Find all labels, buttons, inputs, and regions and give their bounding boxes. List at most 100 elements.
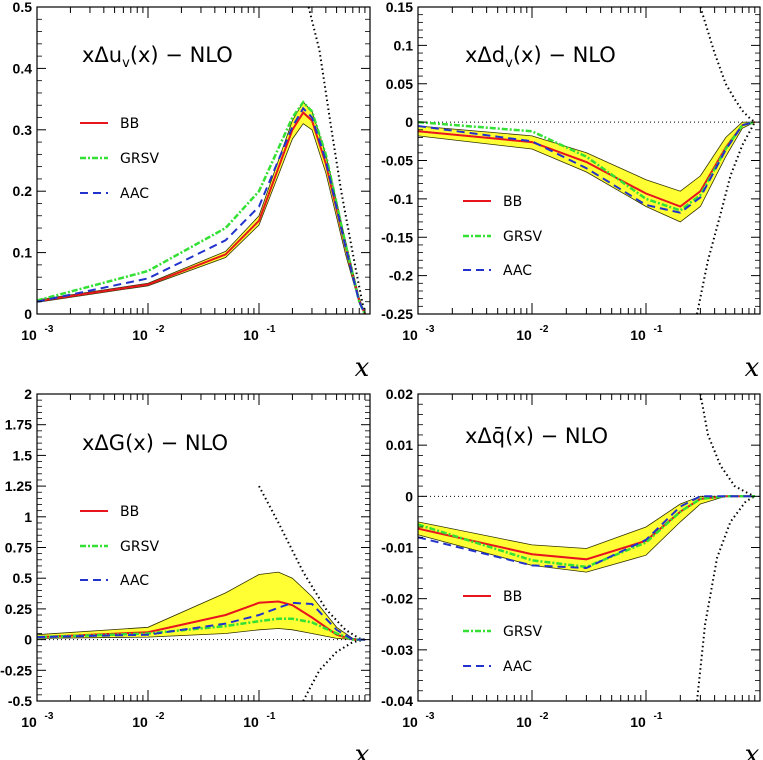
x-axis-label: x	[745, 353, 760, 383]
x-axis-label: x	[355, 740, 370, 760]
y-tick-label: 2	[24, 386, 32, 402]
x-tick-exponent: -1	[654, 324, 663, 335]
positivity-limit-lower	[302, 638, 366, 701]
x-tick-exponent: -1	[267, 324, 276, 335]
panel-title: xΔG(x) − NLO	[82, 431, 228, 455]
y-tick-label: -0.25	[0, 662, 32, 678]
positivity-limit-upper	[699, 7, 756, 123]
y-tick-label: 0	[24, 306, 32, 322]
y-tick-label: 1	[24, 509, 32, 525]
y-tick-label: -0.05	[381, 153, 413, 169]
x-tick-label: 10	[630, 714, 646, 730]
x-tick-exponent: -3	[45, 324, 54, 335]
series-aac	[37, 106, 366, 314]
positivity-limit-lower	[696, 121, 756, 314]
series-bb	[37, 111, 366, 314]
legend-label-bb: BB	[120, 504, 139, 520]
x-tick-exponent: -3	[45, 711, 54, 722]
panel-3: -0.5 -0.25 0 0.25 0.5 0.75 1 1.25 1.5 1.75 2 10 -3 10…	[0, 386, 371, 760]
uncertainty-band	[418, 121, 755, 223]
y-tick-label: 0.5	[13, 0, 33, 15]
y-tick-label: 0.15	[386, 0, 413, 15]
y-tick-label: 1.25	[5, 478, 32, 494]
y-tick-label: -0.01	[381, 540, 413, 556]
y-tick-label: -0.2	[389, 268, 413, 284]
plot-area	[37, 7, 370, 314]
positivity-limit-upper	[307, 7, 366, 314]
legend: BB GRSV AAC	[463, 589, 542, 675]
uncertainty-band	[418, 495, 755, 573]
y-tick-label: 0.05	[386, 76, 413, 92]
legend-label-grsv: GRSV	[120, 151, 159, 167]
x-tick-label: 10	[21, 714, 37, 730]
plot-area	[418, 394, 760, 701]
panel-2: -0.25 -0.2 -0.15 -0.1 -0.05 0 0.05 0.1 0.15 10 -3 1…	[381, 0, 761, 383]
panel-1: 0 0.1 0.2 0.3 0.4 0.5 10 -3 10 -2 10 -1 x xΔuv(x) − N…	[13, 0, 371, 383]
x-tick-exponent: -2	[156, 711, 165, 722]
panel-title: xΔuv(x) − NLO	[82, 43, 233, 71]
y-tick-label: 0.2	[13, 183, 33, 199]
positivity-limit-lower	[696, 495, 756, 701]
y-tick-label: -0.1	[389, 191, 413, 207]
y-tick-label: -0.03	[381, 642, 413, 658]
y-tick-label: 0.25	[5, 601, 32, 617]
y-tick-label: -0.15	[381, 229, 413, 245]
y-tick-label: 0.01	[386, 437, 413, 453]
plot-area	[418, 7, 760, 314]
y-tick-label: 0.02	[386, 386, 413, 402]
y-tick-label: 0.4	[13, 60, 33, 76]
y-tick-label: 0.5	[13, 570, 33, 586]
x-axis-label: x	[355, 353, 370, 383]
x-tick-label: 10	[516, 714, 532, 730]
legend-label-aac: AAC	[120, 573, 149, 589]
x-tick-label: 10	[21, 327, 37, 343]
x-tick-exponent: -2	[156, 324, 165, 335]
x-tick-exponent: -3	[426, 324, 435, 335]
y-tick-label: 1.75	[5, 417, 32, 433]
series-grsv	[37, 617, 365, 641]
legend: BB GRSV AAC	[80, 504, 159, 589]
y-tick-label: 0.3	[13, 122, 33, 138]
x-tick-label: 10	[402, 714, 418, 730]
legend-label-aac: AAC	[503, 263, 532, 279]
x-axis-label: x	[745, 740, 760, 760]
panel-title: xΔq̄(x) − NLO	[465, 424, 608, 448]
series-aac	[418, 121, 756, 214]
legend-label-bb: BB	[503, 589, 522, 605]
legend-label-aac: AAC	[503, 659, 532, 675]
y-tick-label: 0	[405, 114, 413, 130]
legend-label-grsv: GRSV	[120, 539, 159, 555]
x-tick-label: 10	[132, 714, 148, 730]
y-tick-label: -0.02	[381, 591, 413, 607]
y-tick-label: 0	[24, 632, 32, 648]
x-tick-exponent: -3	[426, 711, 435, 722]
legend-label-grsv: GRSV	[503, 624, 542, 640]
x-tick-label: 10	[132, 327, 148, 343]
legend-label-grsv: GRSV	[503, 229, 542, 245]
legend-label-bb: BB	[503, 194, 522, 210]
plot-area	[37, 485, 370, 701]
legend-label-aac: AAC	[120, 186, 149, 202]
legend-label-bb: BB	[120, 116, 139, 132]
y-tick-label: -0.5	[8, 693, 32, 709]
x-tick-exponent: -2	[540, 324, 549, 335]
positivity-limit-upper	[699, 394, 756, 498]
y-tick-label: 1.5	[13, 447, 33, 463]
x-tick-label: 10	[243, 714, 259, 730]
x-tick-exponent: -1	[267, 711, 276, 722]
legend: BB GRSV AAC	[80, 116, 159, 202]
x-tick-exponent: -2	[540, 711, 549, 722]
positivity-limit-lower	[363, 313, 365, 314]
y-tick-label: 0	[405, 488, 413, 504]
legend: BB GRSV AAC	[463, 194, 542, 279]
x-tick-label: 10	[516, 327, 532, 343]
x-tick-exponent: -1	[654, 711, 663, 722]
x-tick-label: 10	[243, 327, 259, 343]
y-tick-label: -0.25	[381, 306, 413, 322]
series-grsv	[37, 100, 367, 314]
panel-title: xΔdv(x) − NLO	[465, 43, 616, 71]
x-tick-label: 10	[630, 327, 646, 343]
y-tick-label: 0.1	[13, 245, 33, 261]
